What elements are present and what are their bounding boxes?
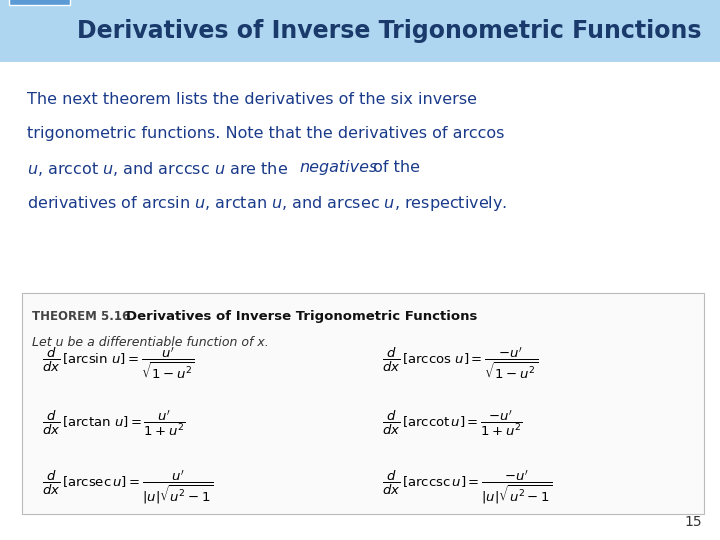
FancyBboxPatch shape xyxy=(9,0,70,5)
Text: $\dfrac{d}{dx}\,[\arcsin\, u] = \dfrac{u'}{\sqrt{1-u^2}}$: $\dfrac{d}{dx}\,[\arcsin\, u] = \dfrac{u… xyxy=(42,346,194,381)
Text: negatives: negatives xyxy=(300,160,378,175)
Text: THEOREM 5.16: THEOREM 5.16 xyxy=(32,310,130,323)
Text: $\dfrac{d}{dx}\,[\mathrm{arccot}\, u] = \dfrac{-u'}{1+u^2}$: $\dfrac{d}{dx}\,[\mathrm{arccot}\, u] = … xyxy=(382,408,522,437)
Text: Derivatives of Inverse Trigonometric Functions: Derivatives of Inverse Trigonometric Fun… xyxy=(77,19,701,43)
Text: 15: 15 xyxy=(685,515,702,529)
Text: $\dfrac{d}{dx}\,[\mathrm{arccsc}\, u] = \dfrac{-u'}{|u|\sqrt{u^2-1}}$: $\dfrac{d}{dx}\,[\mathrm{arccsc}\, u] = … xyxy=(382,469,552,506)
Text: derivatives of arcsin $u$, arctan $u$, and arcsec $u$, respectively.: derivatives of arcsin $u$, arctan $u$, a… xyxy=(27,194,508,213)
Text: $\dfrac{d}{dx}\,[\arccos\, u] = \dfrac{-u'}{\sqrt{1-u^2}}$: $\dfrac{d}{dx}\,[\arccos\, u] = \dfrac{-… xyxy=(382,346,538,381)
Text: The next theorem lists the derivatives of the six inverse: The next theorem lists the derivatives o… xyxy=(27,92,477,107)
Text: Let u be a differentiable function of x.: Let u be a differentiable function of x. xyxy=(32,336,269,349)
Text: $u$, arccot $u$, and arccsc $u$ are the: $u$, arccot $u$, and arccsc $u$ are the xyxy=(27,160,289,178)
Text: Derivatives of Inverse Trigonometric Functions: Derivatives of Inverse Trigonometric Fun… xyxy=(126,310,477,323)
FancyBboxPatch shape xyxy=(0,0,720,62)
Text: $\dfrac{d}{dx}\,[\mathrm{arcsec}\, u] = \dfrac{u'}{|u|\sqrt{u^2-1}}$: $\dfrac{d}{dx}\,[\mathrm{arcsec}\, u] = … xyxy=(42,469,213,506)
Text: of the: of the xyxy=(368,160,420,175)
Text: $\dfrac{d}{dx}\,[\arctan\, u] = \dfrac{u'}{1+u^2}$: $\dfrac{d}{dx}\,[\arctan\, u] = \dfrac{u… xyxy=(42,408,186,437)
Text: trigonometric functions. Note that the derivatives of arccos: trigonometric functions. Note that the d… xyxy=(27,126,505,141)
FancyBboxPatch shape xyxy=(22,293,704,514)
